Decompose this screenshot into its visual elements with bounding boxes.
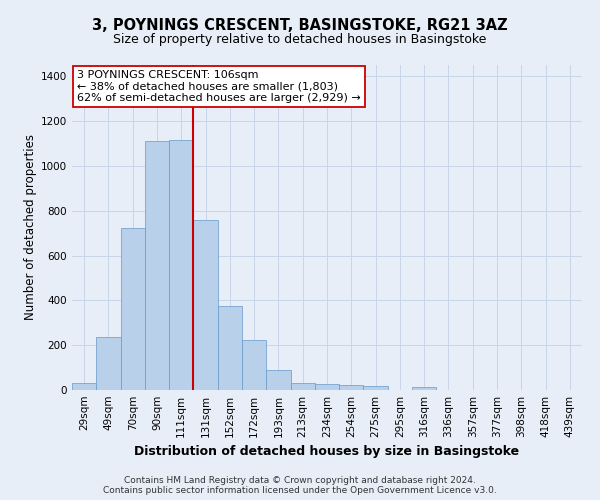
Bar	[339, 385, 364, 390]
Text: Size of property relative to detached houses in Basingstoke: Size of property relative to detached ho…	[113, 32, 487, 46]
Text: Contains public sector information licensed under the Open Government Licence v3: Contains public sector information licen…	[103, 486, 497, 495]
Bar	[121, 228, 145, 390]
X-axis label: Distribution of detached houses by size in Basingstoke: Distribution of detached houses by size …	[134, 446, 520, 458]
Text: 3 POYNINGS CRESCENT: 106sqm
← 38% of detached houses are smaller (1,803)
62% of : 3 POYNINGS CRESCENT: 106sqm ← 38% of det…	[77, 70, 361, 103]
Y-axis label: Number of detached properties: Number of detached properties	[24, 134, 37, 320]
Text: Contains HM Land Registry data © Crown copyright and database right 2024.: Contains HM Land Registry data © Crown c…	[124, 476, 476, 485]
Bar	[266, 370, 290, 390]
Bar	[72, 384, 96, 390]
Bar	[315, 384, 339, 390]
Bar	[412, 388, 436, 390]
Bar	[169, 140, 193, 390]
Bar	[145, 141, 169, 390]
Text: 3, POYNINGS CRESCENT, BASINGSTOKE, RG21 3AZ: 3, POYNINGS CRESCENT, BASINGSTOKE, RG21 …	[92, 18, 508, 32]
Bar	[193, 220, 218, 390]
Bar	[364, 386, 388, 390]
Bar	[218, 306, 242, 390]
Bar	[96, 338, 121, 390]
Bar	[290, 384, 315, 390]
Bar	[242, 340, 266, 390]
